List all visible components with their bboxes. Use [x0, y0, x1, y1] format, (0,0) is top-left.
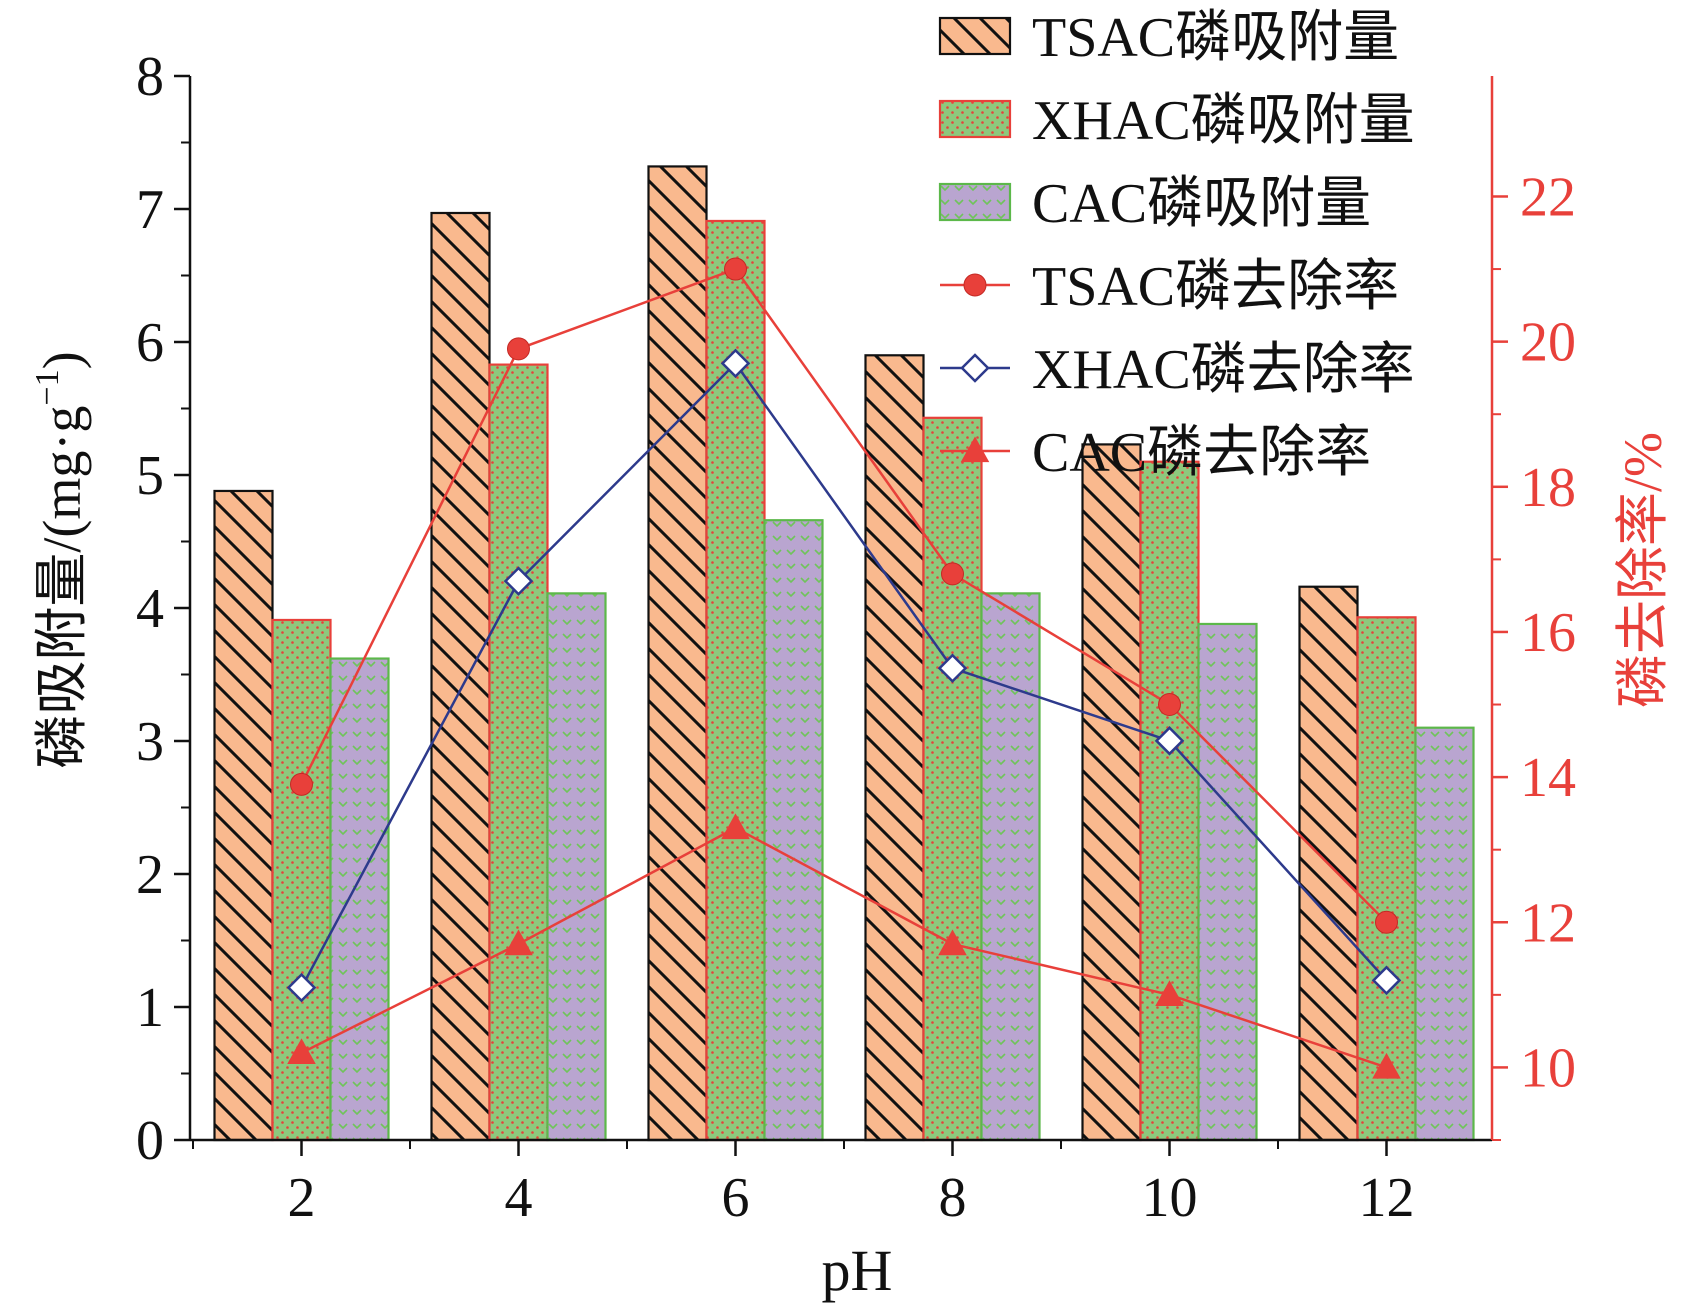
point-CAC磷去除率-10 [1155, 980, 1184, 1006]
x-tick-label-6: 6 [722, 1167, 750, 1229]
lines-layer [286, 257, 1402, 1079]
x-tick-label-8: 8 [939, 1167, 967, 1229]
point-TSAC磷去除率-8 [941, 562, 964, 586]
bar-TSAC磷吸附量-10 [1081, 443, 1142, 1142]
bar-CAC磷吸附量-2 [329, 657, 390, 1142]
y-tick-label-1: 1 [136, 977, 164, 1039]
point-XHAC磷去除率-4 [503, 566, 534, 596]
y2-tick-label-22: 22 [1520, 166, 1576, 228]
bar-TSAC磷吸附量-4 [430, 211, 491, 1142]
point-TSAC磷去除率-6 [724, 257, 747, 281]
point-XHAC磷去除率-12 [1371, 965, 1402, 996]
legend-label-CAC磷去除率: CAC磷去除率 [1032, 422, 1371, 484]
legend-marker-CAC磷去除率 [960, 436, 990, 463]
point-CAC磷去除率-6 [721, 813, 750, 840]
y-axis-title-sup: −1 [29, 369, 66, 405]
point-CAC磷去除率-4 [504, 929, 533, 956]
legend-label-CAC磷吸附量: CAC磷吸附量 [1032, 173, 1371, 235]
point-CAC磷去除率-2 [287, 1038, 316, 1065]
bar-TSAC磷吸附量-8 [864, 354, 925, 1142]
line-TSAC磷去除率 [300, 267, 1388, 924]
y-tick-label-6: 6 [136, 312, 164, 374]
point-TSAC磷去除率-2 [290, 772, 313, 796]
bar-XHAC磷吸附量-10 [1139, 460, 1200, 1142]
point-TSAC磷去除率-10 [1158, 693, 1181, 717]
legend-label-XHAC磷吸附量: XHAC磷吸附量 [1032, 90, 1415, 152]
y-tick-label-0: 0 [136, 1110, 164, 1172]
bar-CAC磷吸附量-6 [763, 519, 824, 1142]
point-XHAC磷去除率-10 [1154, 726, 1185, 756]
legend-label-TSAC磷去除率: TSAC磷去除率 [1032, 256, 1399, 318]
y2-axis-title: 磷去除率/% [1613, 432, 1673, 708]
y-axis-title-close: ) [32, 351, 92, 369]
y-tick-label-4: 4 [136, 578, 164, 640]
y-axis-title: 磷吸附量/(mg·g−1) [29, 351, 92, 768]
legend-label-XHAC磷去除率: XHAC磷去除率 [1032, 339, 1415, 401]
y2-tick-label-16: 16 [1520, 602, 1576, 664]
bar-TSAC磷吸附量-2 [213, 489, 274, 1142]
y-tick-label-8: 8 [136, 46, 164, 108]
point-XHAC磷去除率-8 [937, 653, 968, 684]
x-tick-label-4: 4 [505, 1167, 533, 1229]
legend-swatch-TSAC磷吸附量 [938, 16, 1012, 56]
point-TSAC磷去除率-12 [1375, 910, 1398, 934]
x-axis-title: pH [822, 1238, 893, 1303]
y-tick-label-7: 7 [136, 179, 164, 241]
y2-tick-label-12: 12 [1520, 892, 1576, 954]
y-tick-label-2: 2 [136, 844, 164, 906]
y2-tick-label-10: 10 [1520, 1037, 1576, 1099]
legend-marker-TSAC磷去除率 [963, 273, 987, 297]
x-tick-label-10: 10 [1142, 1167, 1198, 1229]
point-CAC磷去除率-12 [1372, 1052, 1401, 1079]
bar-TSAC磷吸附量-6 [647, 165, 708, 1142]
bar-CAC磷吸附量-4 [546, 592, 607, 1142]
legend-marker-XHAC磷去除率 [960, 353, 990, 383]
legend-label-TSAC磷吸附量: TSAC磷吸附量 [1032, 7, 1399, 69]
legend: TSAC磷吸附量 XHAC磷吸附量 CAC磷吸附量 TSAC磷去除率 XHAC磷去除率 C… [938, 7, 1415, 484]
x-tick-label-12: 12 [1359, 1167, 1415, 1229]
point-CAC磷去除率-8 [938, 929, 967, 956]
line-XHAC磷去除率 [300, 361, 1388, 989]
point-XHAC磷去除率-6 [720, 348, 751, 379]
bar-XHAC磷吸附量-4 [488, 363, 549, 1142]
y2-tick-label-18: 18 [1520, 457, 1576, 519]
y-tick-label-3: 3 [136, 711, 164, 773]
line-CAC磷去除率 [300, 826, 1387, 1069]
bar-CAC磷吸附量-10 [1197, 622, 1258, 1142]
legend-swatch-CAC磷吸附量 [938, 182, 1012, 222]
y2-tick-label-20: 20 [1520, 312, 1576, 374]
point-XHAC磷去除率-2 [286, 972, 317, 1003]
point-TSAC磷去除率-4 [507, 337, 530, 361]
y-axis-title-main: 磷吸附量/(mg·g [32, 406, 92, 769]
y-tick-label-5: 5 [136, 445, 164, 507]
bar-XHAC磷吸附量-8 [922, 416, 983, 1142]
legend-swatch-XHAC磷吸附量 [938, 99, 1012, 139]
bar-CAC磷吸附量-12 [1414, 726, 1475, 1142]
bar-CAC磷吸附量-8 [980, 592, 1041, 1142]
bars-layer [213, 165, 1475, 1142]
x-tick-label-2: 2 [288, 1167, 316, 1229]
y2-tick-label-14: 14 [1520, 747, 1576, 809]
